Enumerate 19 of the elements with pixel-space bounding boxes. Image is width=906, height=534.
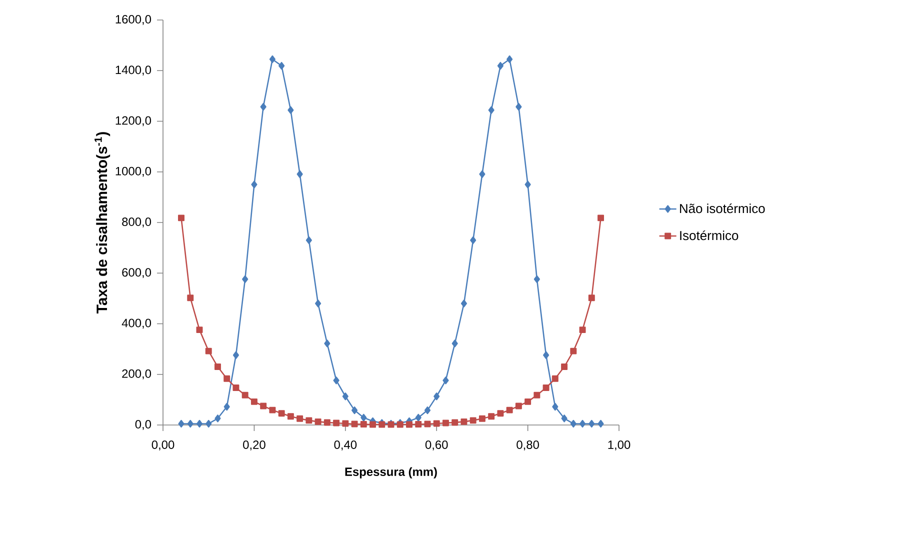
x-tick-label: 0,60 — [425, 440, 448, 450]
y-tick-label: 1400,0 — [116, 66, 152, 76]
y-tick-label: 1200,0 — [116, 116, 152, 126]
x-tick-label: 0,00 — [152, 440, 174, 450]
y-tick-label: 0,0 — [135, 420, 152, 430]
y-tick-label: 600,0 — [122, 268, 152, 278]
x-tick-label: 0,80 — [516, 440, 539, 450]
y-tick-label: 800,0 — [122, 218, 152, 228]
x-tick-label: 1,00 — [608, 440, 630, 450]
x-axis-title: Espessura (mm) — [345, 467, 437, 478]
y-tick-label: 200,0 — [122, 369, 152, 380]
y-tick-label: 1600,0 — [116, 15, 152, 25]
legend-label: Não isotérmico — [680, 203, 765, 214]
y-tick-label: 1000,0 — [116, 166, 152, 177]
y-tick-label: 400,0 — [122, 318, 152, 329]
x-tick-label: 0,40 — [334, 440, 357, 450]
legend-label: Isotérmico — [680, 230, 738, 240]
x-tick-label: 0,20 — [243, 440, 266, 450]
y-axis-title: Taxa de cisalhamento(s$^{-1}$) — [94, 132, 110, 314]
